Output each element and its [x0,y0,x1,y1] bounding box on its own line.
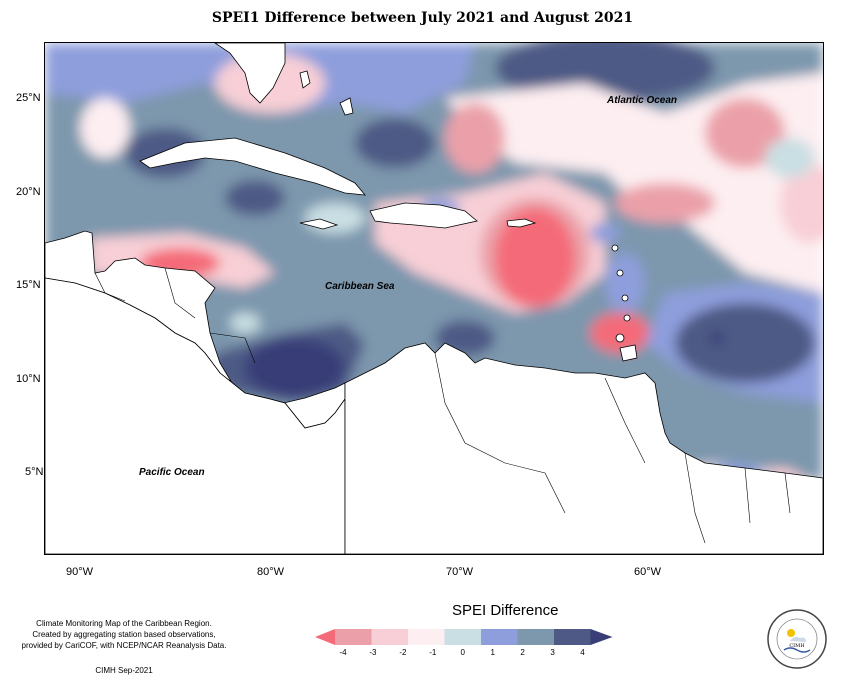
legend-arrow-low [315,629,335,645]
lat-label-15n: 15°N [16,279,41,291]
map-title: SPEI1 Difference between July 2021 and A… [211,10,634,26]
legend-tick-label: 0 [460,648,465,657]
legend-swatch [554,629,591,645]
legend-swatch [517,629,555,645]
spei-map [44,42,824,555]
spei-field [45,43,823,554]
spei-map-canvas [45,43,823,554]
footer-line-1: Climate Monitoring Map of the Caribbean … [36,619,212,628]
footer-note: Climate Monitoring Map of the Caribbean … [19,618,229,651]
lat-label-5n: 5°N [25,466,44,478]
legend-tick-label: -4 [339,648,347,657]
lon-label-90w: 90°W [66,566,94,578]
legend-swatch [444,629,482,645]
footer-line-3: provided by CariCOF, with NCEP/NCAR Rean… [21,641,227,650]
footer-credit: CIMH Sep-2021 [95,666,153,675]
legend-tick-label: 1 [490,648,495,657]
lon-label-60w: 60°W [634,566,662,578]
atlantic-ocean-label: Atlantic Ocean [607,95,678,106]
legend-tick-label: 4 [580,648,585,657]
legend-tick-label: -3 [369,648,377,657]
caribbean-sea-label: Caribbean Sea [325,281,395,292]
legend-swatch [371,629,409,645]
legend-tick-label: -2 [399,648,407,657]
lat-label-10n: 10°N [16,373,41,385]
legend-tick-label: -1 [429,648,437,657]
legend-tick-label: 3 [550,648,555,657]
legend-swatch [481,629,518,645]
borders [94,267,791,544]
lat-label-20n: 20°N [16,186,41,198]
legend-arrow-high [590,629,613,645]
legend-swatch [408,629,445,645]
legend-tick-label: 2 [520,648,525,657]
pacific-ocean-label: Pacific Ocean [139,467,205,478]
footer-line-2: Created by aggregating station based obs… [32,630,216,639]
land [45,43,823,554]
lon-label-70w: 70°W [446,566,474,578]
cimh-logo: CIMH [767,609,827,669]
svg-text:CIMH: CIMH [789,643,805,649]
legend-swatch [335,629,372,645]
lat-label-25n: 25°N [16,92,41,104]
legend-colorbar [315,629,613,645]
legend-title: SPEI Difference [452,602,559,619]
lon-label-80w: 80°W [257,566,285,578]
